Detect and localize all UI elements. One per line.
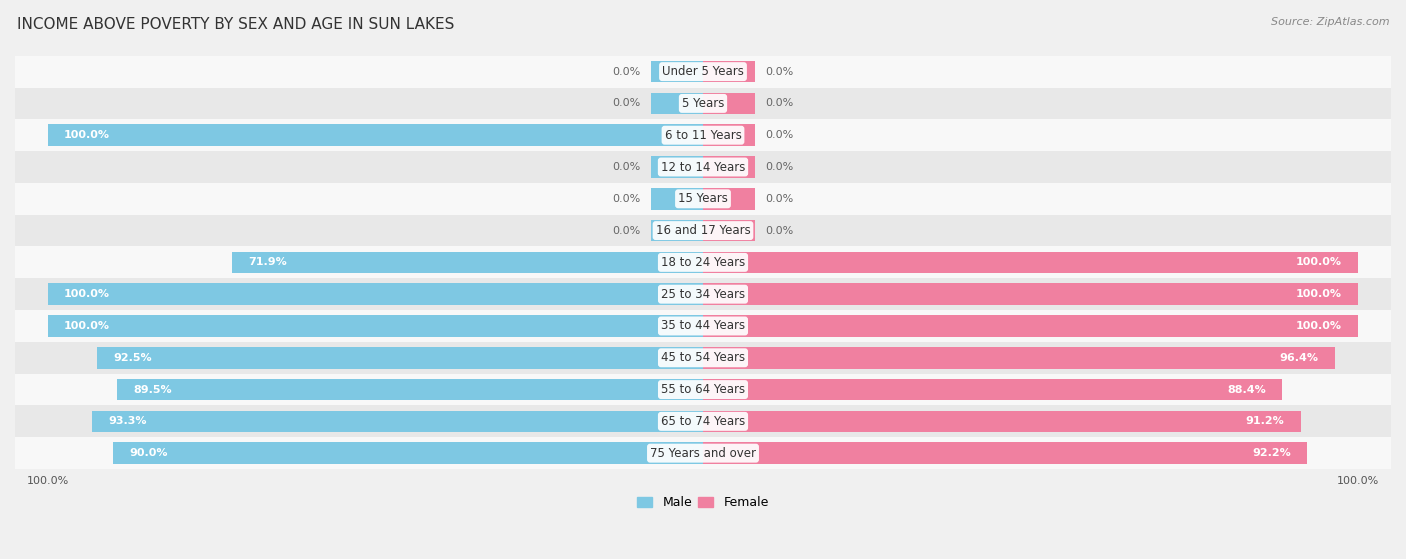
Text: 92.2%: 92.2% [1251, 448, 1291, 458]
Bar [651, 61, 703, 82]
Bar [703, 442, 1308, 464]
Text: 0.0%: 0.0% [613, 162, 641, 172]
Bar [15, 183, 1391, 215]
Text: 96.4%: 96.4% [1279, 353, 1319, 363]
Text: 0.0%: 0.0% [613, 194, 641, 204]
Text: 93.3%: 93.3% [108, 416, 146, 427]
Bar [48, 283, 703, 305]
Text: 75 Years and over: 75 Years and over [650, 447, 756, 459]
Bar [117, 379, 703, 400]
Bar [651, 156, 703, 178]
Text: 5 Years: 5 Years [682, 97, 724, 110]
Bar [703, 61, 755, 82]
Text: 15 Years: 15 Years [678, 192, 728, 205]
Text: 100.0%: 100.0% [65, 130, 110, 140]
Text: 18 to 24 Years: 18 to 24 Years [661, 256, 745, 269]
Bar [703, 188, 755, 210]
Bar [97, 347, 703, 368]
Text: 25 to 34 Years: 25 to 34 Years [661, 288, 745, 301]
Bar [114, 442, 703, 464]
Bar [15, 56, 1391, 88]
Bar [15, 215, 1391, 247]
Text: 0.0%: 0.0% [765, 67, 793, 77]
Bar [15, 342, 1391, 373]
Text: Under 5 Years: Under 5 Years [662, 65, 744, 78]
Bar [15, 247, 1391, 278]
Text: 45 to 54 Years: 45 to 54 Years [661, 351, 745, 364]
Bar [703, 283, 1358, 305]
Bar [48, 125, 703, 146]
Bar [703, 379, 1282, 400]
Text: 16 and 17 Years: 16 and 17 Years [655, 224, 751, 237]
Bar [703, 156, 755, 178]
Bar [15, 310, 1391, 342]
Text: 92.5%: 92.5% [114, 353, 152, 363]
Bar [91, 410, 703, 432]
Text: 0.0%: 0.0% [613, 226, 641, 235]
Bar [15, 151, 1391, 183]
Text: 91.2%: 91.2% [1246, 416, 1284, 427]
Text: 0.0%: 0.0% [765, 130, 793, 140]
Text: 12 to 14 Years: 12 to 14 Years [661, 160, 745, 173]
Text: 0.0%: 0.0% [765, 226, 793, 235]
Bar [651, 220, 703, 241]
Bar [15, 405, 1391, 437]
Bar [15, 88, 1391, 119]
Text: 0.0%: 0.0% [765, 194, 793, 204]
Bar [703, 347, 1334, 368]
Text: Source: ZipAtlas.com: Source: ZipAtlas.com [1271, 17, 1389, 27]
Legend: Male, Female: Male, Female [633, 491, 773, 514]
Bar [15, 119, 1391, 151]
Text: 65 to 74 Years: 65 to 74 Years [661, 415, 745, 428]
Text: 0.0%: 0.0% [765, 98, 793, 108]
Bar [15, 437, 1391, 469]
Bar [651, 93, 703, 114]
Text: INCOME ABOVE POVERTY BY SEX AND AGE IN SUN LAKES: INCOME ABOVE POVERTY BY SEX AND AGE IN S… [17, 17, 454, 32]
Text: 71.9%: 71.9% [249, 257, 287, 267]
Text: 35 to 44 Years: 35 to 44 Years [661, 320, 745, 333]
Bar [703, 125, 755, 146]
Text: 100.0%: 100.0% [1296, 321, 1341, 331]
Text: 90.0%: 90.0% [129, 448, 169, 458]
Bar [703, 220, 755, 241]
Text: 88.4%: 88.4% [1227, 385, 1265, 395]
Text: 6 to 11 Years: 6 to 11 Years [665, 129, 741, 142]
Text: 100.0%: 100.0% [1296, 289, 1341, 299]
Text: 0.0%: 0.0% [765, 162, 793, 172]
Bar [232, 252, 703, 273]
Bar [703, 252, 1358, 273]
Bar [703, 315, 1358, 337]
Text: 100.0%: 100.0% [1296, 257, 1341, 267]
Bar [15, 373, 1391, 405]
Bar [48, 315, 703, 337]
Text: 0.0%: 0.0% [613, 98, 641, 108]
Bar [15, 278, 1391, 310]
Text: 55 to 64 Years: 55 to 64 Years [661, 383, 745, 396]
Bar [651, 188, 703, 210]
Text: 100.0%: 100.0% [65, 321, 110, 331]
Text: 100.0%: 100.0% [65, 289, 110, 299]
Text: 89.5%: 89.5% [134, 385, 172, 395]
Text: 0.0%: 0.0% [613, 67, 641, 77]
Bar [703, 93, 755, 114]
Bar [703, 410, 1301, 432]
